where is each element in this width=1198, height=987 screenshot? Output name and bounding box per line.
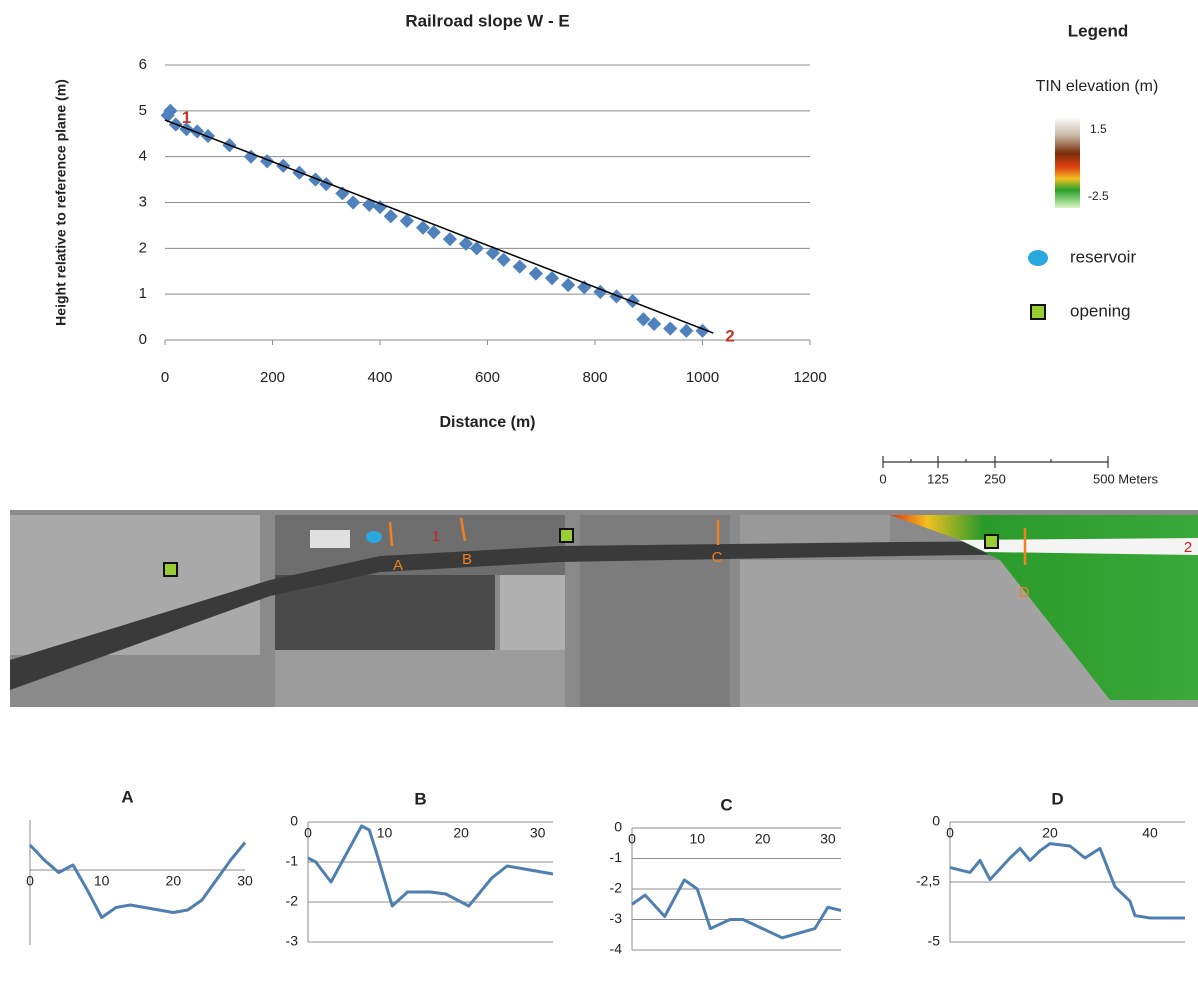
scale-label: 500 Meters <box>1093 471 1159 486</box>
x-tick-label: 600 <box>475 369 500 386</box>
map <box>10 510 1198 707</box>
y-tick-label: 0 <box>290 813 298 829</box>
y-tick-label: 2 <box>139 239 147 256</box>
data-point <box>346 195 360 209</box>
data-point <box>384 209 398 223</box>
x-axis-title: Distance (m) <box>439 414 535 431</box>
section-label: B <box>462 551 472 568</box>
y-tick-label: 1 <box>139 285 147 302</box>
x-tick-label: 1000 <box>686 369 719 386</box>
x-tick-label: 10 <box>690 831 706 847</box>
data-point <box>663 321 677 335</box>
y-axis-title: Height relative to reference plane (m) <box>53 79 69 326</box>
y-tick-label: -3 <box>286 933 299 949</box>
x-tick-label: 30 <box>237 873 253 889</box>
legend-opening: opening <box>1070 301 1131 320</box>
data-point <box>529 266 543 280</box>
profile-line <box>30 843 245 918</box>
x-tick-label: 0 <box>26 873 34 889</box>
y-tick-label: -3 <box>610 910 623 926</box>
y-tick-label: -2,5 <box>916 873 940 889</box>
x-tick-label: 400 <box>367 369 392 386</box>
profile-line <box>308 826 553 906</box>
x-tick-label: 1200 <box>793 369 826 386</box>
y-tick-label: -5 <box>928 933 941 949</box>
opening-symbol <box>1031 305 1045 319</box>
figure: Legend TIN elevation (m) 1.5 -2.5 reserv… <box>0 0 1198 987</box>
x-tick-label: 0 <box>946 825 954 841</box>
section-label: D <box>1019 584 1030 601</box>
tin-min: -2.5 <box>1088 189 1109 203</box>
y-tick-label: 0 <box>139 331 147 348</box>
x-tick-label: 20 <box>755 831 771 847</box>
tin-max: 1.5 <box>1090 122 1107 136</box>
x-tick-label: 10 <box>377 825 393 841</box>
x-tick-label: 30 <box>820 831 836 847</box>
chart-title: B <box>414 789 426 808</box>
chart-title: A <box>121 787 133 806</box>
y-tick-label: 0 <box>614 819 622 835</box>
y-tick-label: -2 <box>286 893 299 909</box>
section-label: A <box>393 557 403 574</box>
x-tick-label: 30 <box>530 825 546 841</box>
trend-line <box>165 120 713 333</box>
scale-label: 0 <box>879 471 886 486</box>
chart-title: D <box>1051 789 1063 808</box>
y-tick-label: -4 <box>610 941 623 957</box>
y-tick-label: 5 <box>139 102 147 119</box>
scale-label: 125 <box>927 471 949 486</box>
section-label: C <box>712 549 723 566</box>
y-tick-label: 6 <box>139 56 147 73</box>
point-label: 1 <box>432 528 440 545</box>
annotation: 2 <box>725 327 734 346</box>
y-tick-label: 0 <box>932 813 940 829</box>
data-point <box>443 232 457 246</box>
x-tick-label: 0 <box>304 825 312 841</box>
x-tick-label: 0 <box>161 369 169 386</box>
data-point <box>561 278 575 292</box>
y-tick-label: -2 <box>610 880 623 896</box>
x-tick-label: 20 <box>453 825 469 841</box>
scale-bar <box>883 456 1108 468</box>
y-tick-label: 4 <box>139 148 147 165</box>
x-tick-label: 200 <box>260 369 285 386</box>
data-point <box>497 253 511 267</box>
reservoir-symbol <box>1028 250 1048 266</box>
legend-title: Legend <box>1068 21 1128 40</box>
y-tick-label: -1 <box>610 849 623 865</box>
x-tick-label: 20 <box>1042 825 1058 841</box>
point-label: 2 <box>1184 539 1192 556</box>
scale-label: 250 <box>984 471 1006 486</box>
profile-line <box>950 844 1185 918</box>
annotation: 1 <box>182 108 191 127</box>
x-tick-label: 20 <box>166 873 182 889</box>
legend-reservoir: reservoir <box>1070 247 1136 266</box>
data-point <box>609 289 623 303</box>
x-tick-label: 0 <box>628 831 636 847</box>
data-point <box>513 260 527 274</box>
tin-colorbar <box>1055 117 1080 208</box>
chart-title: C <box>720 795 732 814</box>
x-tick-label: 10 <box>94 873 110 889</box>
data-point <box>545 271 559 285</box>
data-point <box>679 324 693 338</box>
x-tick-label: 40 <box>1142 825 1158 841</box>
chart-title: Railroad slope W - E <box>405 11 569 30</box>
x-tick-label: 800 <box>582 369 607 386</box>
legend-tin-label: TIN elevation (m) <box>1036 78 1159 95</box>
y-tick-label: -1 <box>286 853 299 869</box>
y-tick-label: 3 <box>139 193 147 210</box>
